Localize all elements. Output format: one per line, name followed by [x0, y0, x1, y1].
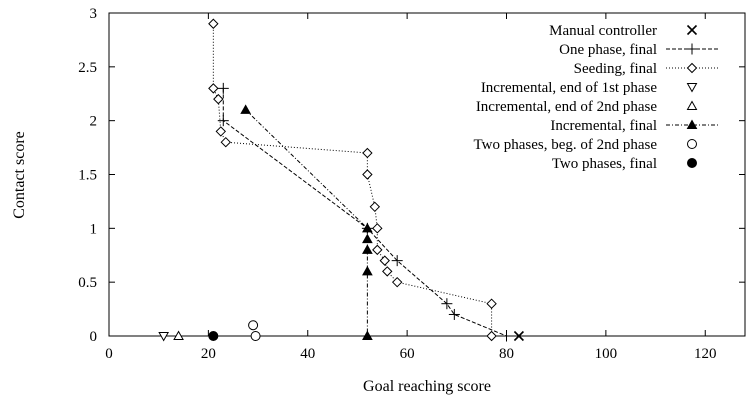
legend-label: Incremental, end of 1st phase [481, 80, 658, 96]
data-point [248, 320, 259, 331]
y-tick-label: 2.5 [78, 60, 97, 76]
legend-marker [686, 83, 698, 93]
data-point [362, 147, 373, 159]
data-point [217, 82, 229, 94]
legend-label: Seeding, final [574, 61, 657, 77]
series-line [245, 109, 368, 336]
data-point [240, 104, 251, 114]
axis-ticks: 0 20 40 60 80 100 120 0 0.5 1 1.5 2 2.5 3 [78, 6, 745, 362]
data-point [382, 266, 393, 277]
data-point [362, 233, 373, 244]
series-line [212, 23, 493, 336]
y-tick-label: 0 [90, 329, 98, 345]
x-tick-label: 20 [201, 346, 216, 362]
data-point [513, 330, 524, 342]
data-point [486, 330, 497, 342]
data-point [362, 265, 373, 276]
data-point [215, 126, 227, 137]
data-point [441, 298, 453, 310]
y-axis-label: Contact score [11, 131, 28, 219]
y-tick-label: 1.5 [78, 168, 97, 184]
legend-marker [686, 100, 698, 110]
data-point [362, 330, 373, 340]
data-point [362, 169, 373, 180]
x-tick-label: 120 [694, 346, 717, 362]
data-point [208, 83, 219, 94]
y-tick-label: 3 [90, 6, 98, 22]
data-point [220, 136, 231, 148]
legend-label: One phase, final [559, 42, 657, 58]
data-point [372, 244, 383, 256]
data-point [362, 244, 373, 254]
data-point [486, 298, 497, 309]
x-axis-label: Goal reaching score [363, 378, 491, 395]
x-tick-label: 0 [105, 346, 113, 362]
legend-marker [686, 43, 698, 55]
legend-label: Two phases, final [552, 156, 657, 172]
data-point [372, 223, 383, 234]
x-tick-label: 60 [400, 346, 415, 362]
data-point [379, 255, 390, 266]
data-point [158, 332, 170, 342]
data-point [208, 18, 219, 29]
data-point [448, 308, 460, 320]
series-lines [212, 23, 507, 337]
series-line [222, 88, 507, 337]
legend-label: Manual controller [549, 23, 657, 39]
data-point [208, 331, 219, 341]
legend-marker [686, 24, 698, 36]
y-tick-label: 2 [90, 114, 98, 130]
legend-marker [687, 139, 697, 149]
data-point [391, 276, 403, 288]
data-point [369, 201, 381, 213]
data-point [501, 330, 512, 342]
x-tick-label: 40 [300, 346, 315, 362]
legend-marker [686, 62, 698, 74]
data-point [250, 331, 261, 341]
data-point [391, 255, 403, 267]
legend: Manual controller One phase, final Seeding… [474, 23, 718, 172]
x-tick-label: 80 [499, 346, 514, 362]
x-tick-label: 100 [595, 346, 618, 362]
legend-label: Two phases, beg. of 2nd phase [474, 137, 658, 153]
legend-marker [687, 158, 697, 168]
legend-marker [686, 119, 698, 129]
data-point [173, 330, 184, 340]
data-point [213, 93, 224, 105]
legend-label: Incremental, end of 2nd phase [476, 99, 658, 115]
legend-label: Incremental, final [550, 118, 657, 134]
data-point [362, 222, 373, 233]
y-tick-label: 1 [90, 221, 98, 237]
series-points [158, 18, 524, 342]
y-tick-label: 0.5 [78, 275, 97, 291]
data-point [217, 115, 229, 127]
